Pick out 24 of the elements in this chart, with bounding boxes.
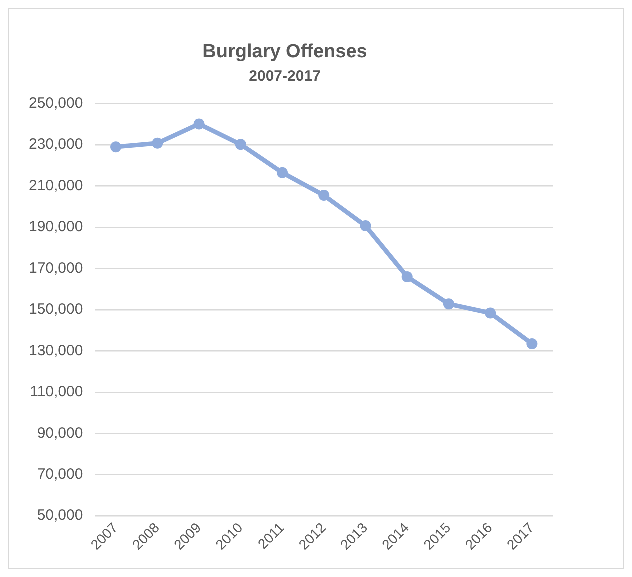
point (235, 139, 246, 150)
y-tick-label: 170,000 (28, 260, 84, 277)
chart-title: Burglary Offenses (202, 42, 368, 63)
y-tick-label: 230,000 (28, 136, 84, 154)
y-tick-label: 250,000 (28, 94, 84, 112)
point (443, 298, 454, 310)
point (526, 338, 538, 350)
point (194, 118, 205, 130)
y-tick-label: 70,000 (37, 466, 84, 484)
y-tick-label: 110,000 (30, 384, 84, 401)
y-tick-label: 210,000 (28, 177, 84, 194)
chart-subtitle: 2007-2017 (249, 68, 321, 85)
point (152, 138, 164, 149)
point (485, 308, 496, 319)
y-tick-label: 150,000 (28, 301, 84, 318)
y-tick-label: 130,000 (28, 342, 84, 360)
y-tick-label: 190,000 (28, 218, 84, 236)
point (110, 142, 122, 153)
point (402, 271, 413, 282)
point (360, 220, 372, 232)
y-tick-label: 50,000 (37, 507, 84, 524)
point (276, 167, 288, 178)
point (318, 190, 330, 202)
y-tick-label: 90,000 (37, 424, 84, 442)
